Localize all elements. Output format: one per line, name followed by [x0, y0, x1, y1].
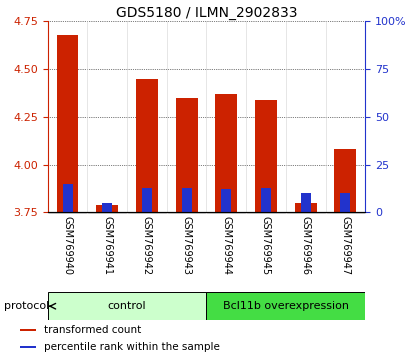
- Bar: [142, 188, 152, 212]
- Text: transformed count: transformed count: [44, 325, 142, 335]
- Bar: [176, 98, 198, 212]
- Bar: [182, 188, 192, 212]
- Text: protocol: protocol: [4, 301, 49, 311]
- Bar: [57, 35, 78, 212]
- Bar: [48, 292, 207, 320]
- Bar: [215, 94, 237, 212]
- Title: GDS5180 / ILMN_2902833: GDS5180 / ILMN_2902833: [116, 6, 297, 20]
- Text: GSM769947: GSM769947: [340, 216, 350, 275]
- Bar: [20, 329, 36, 331]
- Text: Bcl11b overexpression: Bcl11b overexpression: [223, 301, 349, 311]
- Bar: [334, 149, 356, 212]
- Text: control: control: [108, 301, 146, 311]
- Text: GSM769943: GSM769943: [182, 216, 192, 275]
- Text: percentile rank within the sample: percentile rank within the sample: [44, 342, 220, 352]
- Bar: [255, 99, 277, 212]
- Bar: [136, 79, 158, 212]
- Bar: [207, 292, 365, 320]
- Bar: [221, 189, 231, 212]
- Bar: [295, 203, 317, 212]
- Bar: [102, 203, 112, 212]
- Text: GSM769942: GSM769942: [142, 216, 152, 275]
- Text: GSM769940: GSM769940: [63, 216, 73, 275]
- Bar: [20, 346, 36, 348]
- Bar: [63, 184, 73, 212]
- Bar: [96, 205, 118, 212]
- Bar: [261, 188, 271, 212]
- Text: GSM769941: GSM769941: [102, 216, 112, 275]
- Text: GSM769944: GSM769944: [221, 216, 231, 275]
- Bar: [301, 193, 311, 212]
- Text: GSM769945: GSM769945: [261, 216, 271, 275]
- Text: GSM769946: GSM769946: [301, 216, 311, 275]
- Bar: [340, 193, 350, 212]
